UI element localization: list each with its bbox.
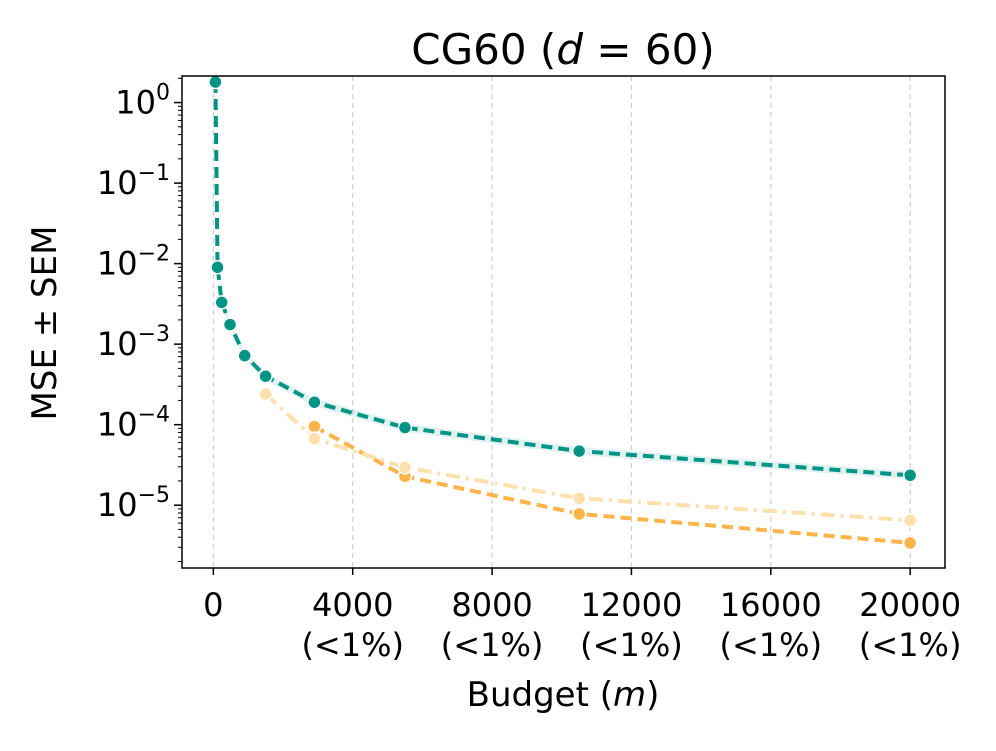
x-axis-label-prefix: Budget ( — [467, 675, 613, 715]
data-point-series-0 — [258, 368, 273, 384]
title-variable: d — [556, 25, 583, 74]
data-point-series-0 — [397, 420, 413, 435]
title-prefix: CG60 ( — [411, 25, 556, 74]
x-axis-label-variable: m — [613, 675, 646, 715]
y-tick-base: 10 — [97, 406, 138, 444]
y-tick-base: 10 — [97, 486, 138, 524]
data-point-series-0 — [208, 74, 223, 90]
x-tick-sublabel: (<1%) — [301, 626, 404, 664]
x-tick-sublabel: (<1%) — [720, 626, 823, 664]
x-tick-label: 4000 — [312, 586, 393, 624]
y-tick-exponent: −2 — [138, 242, 170, 267]
data-point-series-2 — [571, 490, 587, 506]
y-tick-label: 10−3 — [97, 322, 170, 363]
plot-area-frame — [181, 75, 946, 569]
data-point-series-0 — [222, 317, 238, 332]
x-tick-label: 12000 — [581, 586, 683, 624]
x-tick-label: 20000 — [859, 586, 961, 624]
y-tick-label: 10−5 — [97, 483, 170, 524]
data-point-series-2 — [397, 460, 413, 475]
y-tick-exponent: 0 — [156, 81, 170, 106]
data-point-series-0 — [571, 443, 587, 459]
x-axis-label-suffix: ) — [646, 675, 659, 715]
y-tick-base: 10 — [115, 84, 156, 122]
y-tick-exponent: −4 — [138, 403, 170, 428]
y-tick-exponent: −3 — [138, 322, 170, 347]
y-tick-exponent: −1 — [138, 161, 170, 186]
chart-title: CG60 (d = 60) — [411, 25, 714, 74]
series-line-1 — [313, 424, 911, 545]
data-point-series-0 — [210, 260, 225, 275]
data-point-series-0 — [214, 295, 229, 310]
data-point-series-0 — [307, 394, 322, 410]
x-tick-label: 16000 — [720, 586, 822, 624]
title-suffix: = 60) — [583, 25, 715, 74]
x-axis-ticks: 0 4000(<1%)8000(<1%)12000(<1%)16000(<1%)2… — [203, 568, 961, 664]
y-tick-base: 10 — [97, 164, 138, 202]
error-bands — [215, 78, 911, 480]
x-tick-label: 8000 — [451, 586, 532, 624]
y-tick-base: 10 — [97, 245, 138, 283]
y-tick-label: 10−4 — [97, 403, 170, 444]
data-point-series-1 — [307, 419, 322, 434]
data-point-series-2 — [258, 386, 273, 402]
y-axis-label: MSE ± SEM — [25, 226, 65, 421]
data-point-series-2 — [902, 513, 918, 528]
x-tick-label: 0 — [203, 586, 223, 624]
y-tick-label: 10−1 — [97, 161, 170, 202]
data-point-series-0 — [902, 468, 918, 483]
y-tick-base: 10 — [97, 325, 138, 363]
y-tick-exponent: −5 — [138, 483, 170, 508]
series-line-0 — [213, 81, 911, 478]
error-band-series-0 — [215, 78, 911, 480]
data-point-series-1 — [902, 535, 918, 551]
data-point-series-1 — [571, 506, 587, 522]
x-tick-sublabel: (<1%) — [859, 626, 962, 664]
x-tick-sublabel: (<1%) — [580, 626, 683, 664]
data-series — [208, 74, 918, 551]
x-axis-label: Budget (m) — [467, 675, 660, 715]
data-point-series-0 — [237, 348, 252, 363]
data-point-series-2 — [307, 431, 322, 446]
grid-lines — [212, 76, 911, 568]
x-tick-sublabel: (<1%) — [441, 626, 544, 664]
series-line-2 — [264, 392, 911, 523]
y-tick-label: 100 — [115, 81, 170, 122]
y-tick-label: 10−2 — [97, 242, 170, 283]
